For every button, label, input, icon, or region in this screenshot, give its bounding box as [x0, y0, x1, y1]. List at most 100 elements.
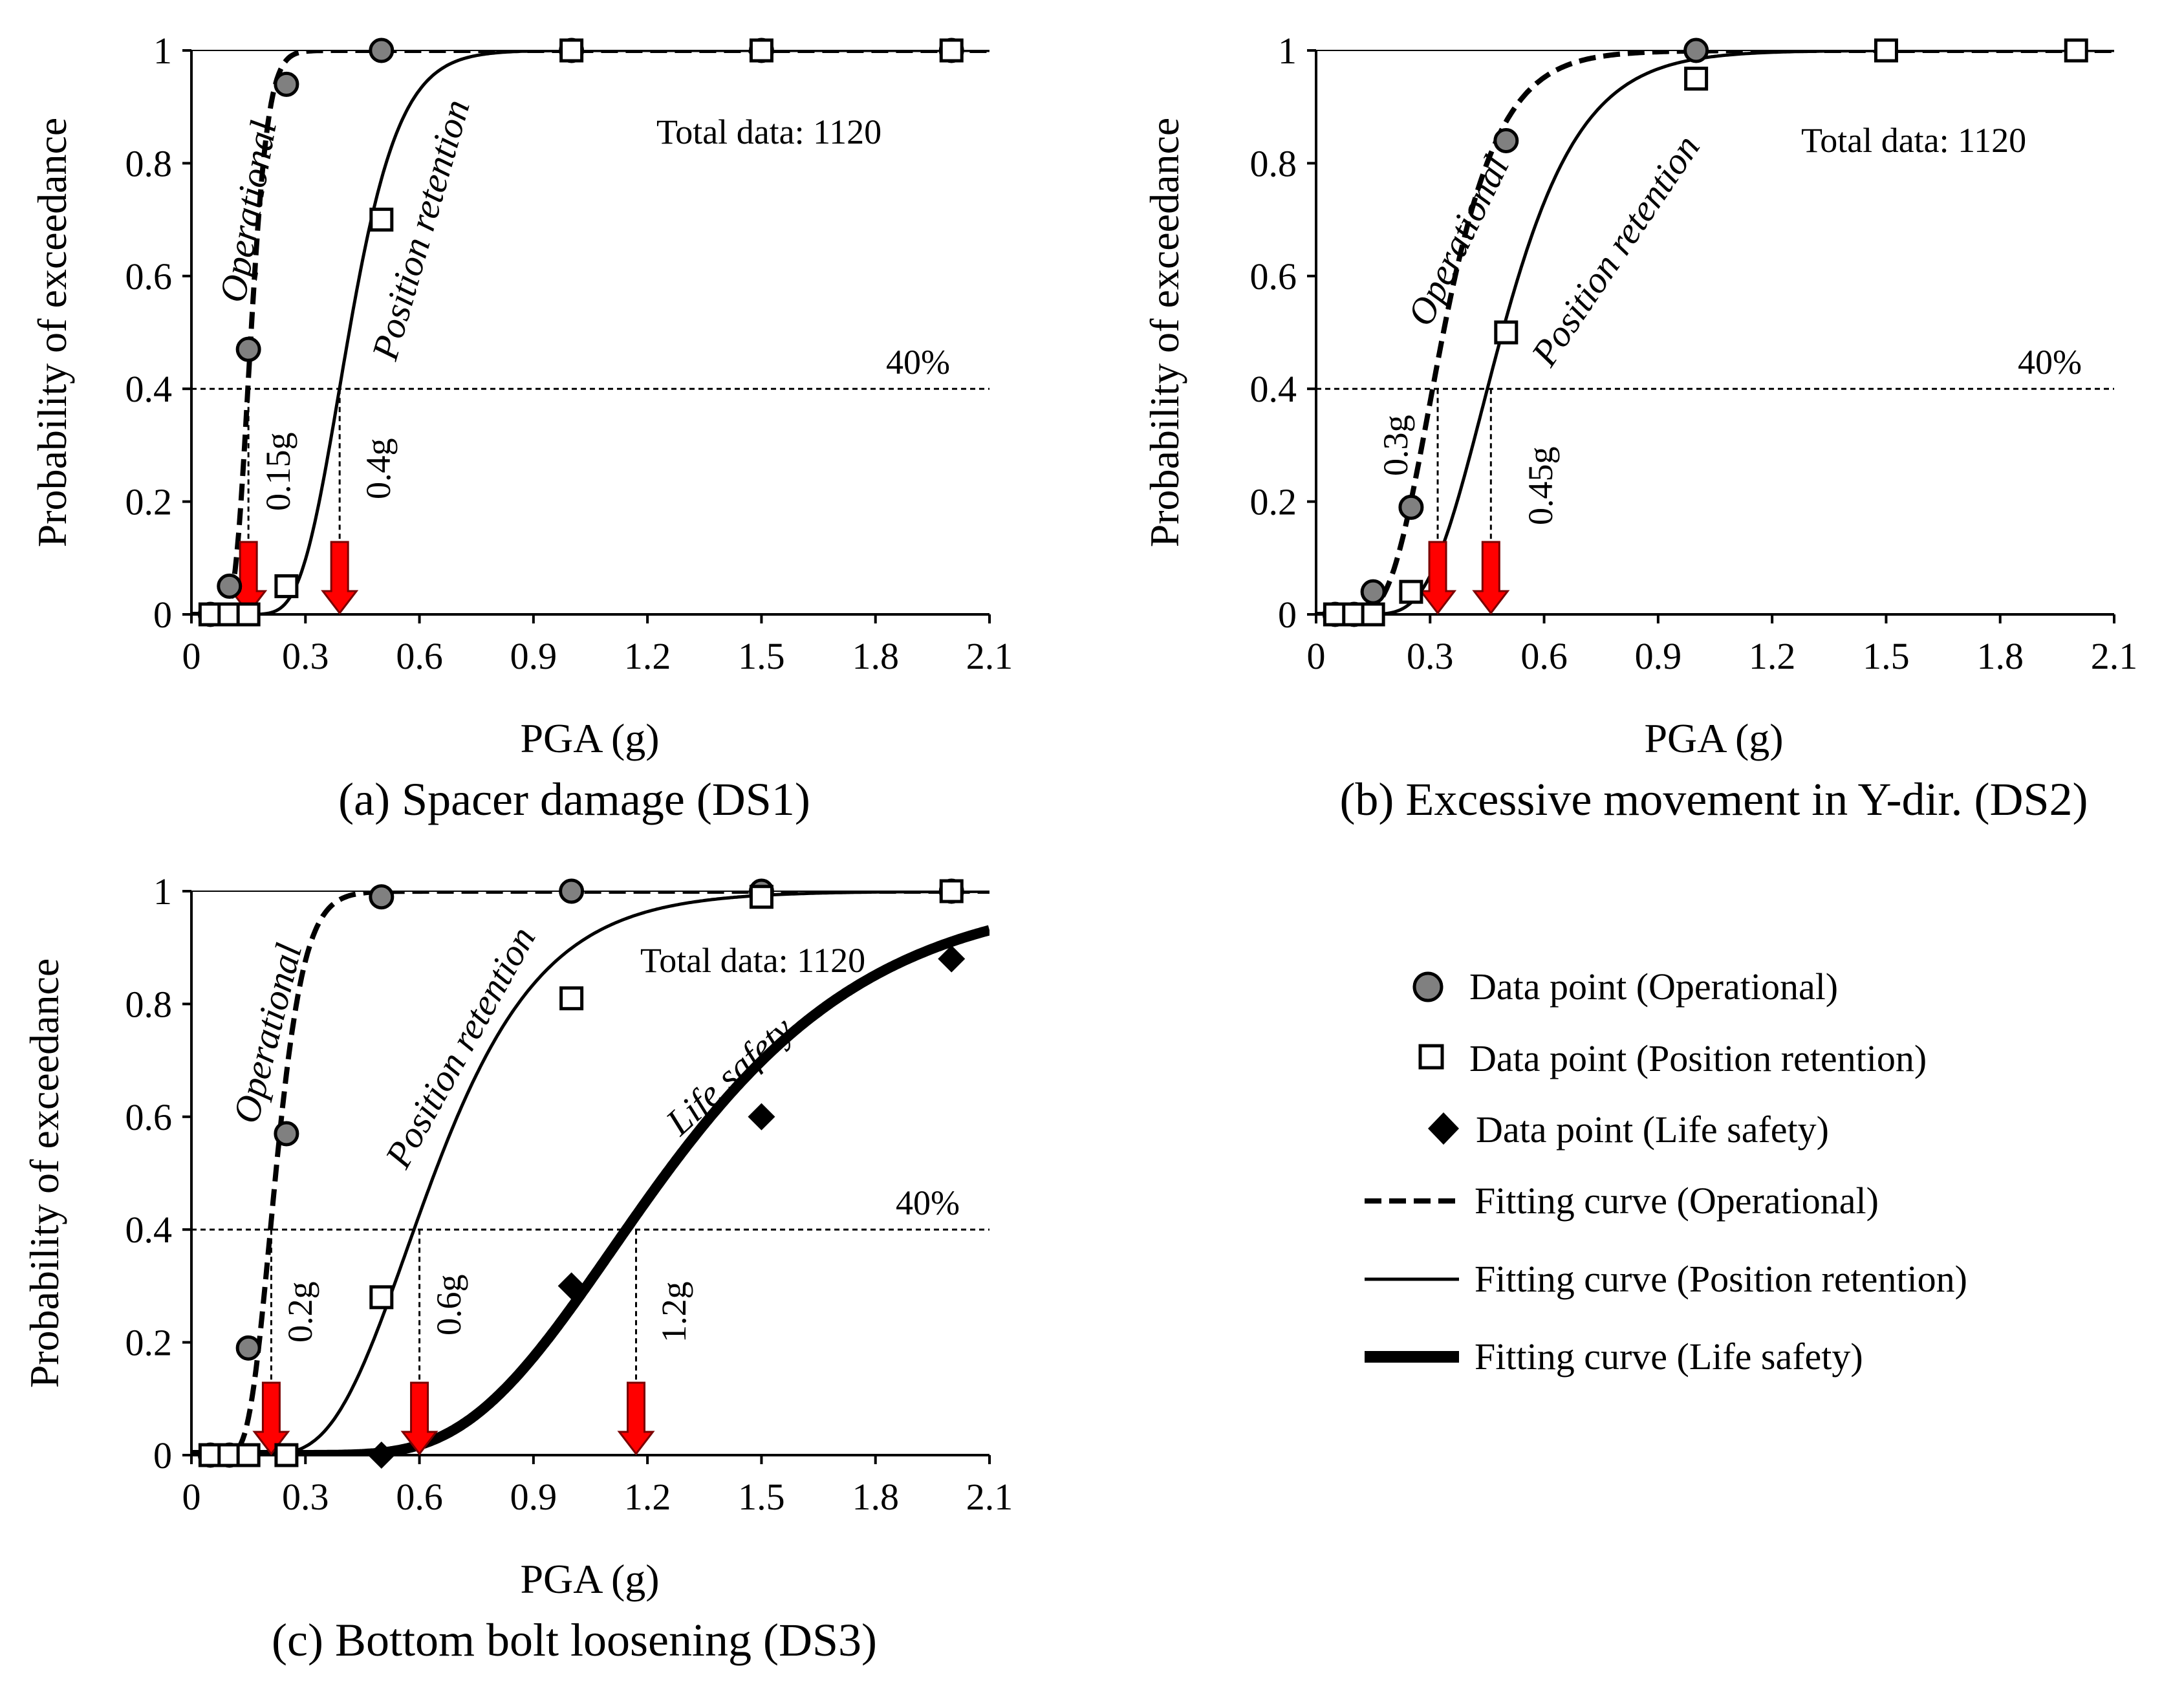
data-point-position-retention: [749, 38, 773, 63]
chart-panel-c: Probability of exceedance PGA (g) (c) Bo…: [21, 920, 960, 1666]
chart-1-marks: 0 0.2 0.4 0.6 0.8 1 0 0.3 0.6 0.9 1.2 1.5 1.8 2.1: [125, 30, 1013, 677]
data-point-position-retention: [1684, 67, 1709, 91]
fit-curve-pr: [191, 891, 989, 1455]
curve-label-operational: Operational: [1399, 149, 1517, 332]
data-point-position-retention: [1494, 320, 1519, 345]
x-tick-label: 1.5: [1863, 635, 1910, 677]
chart-marks: 0 0.2 0.4 0.6 0.8 1 0 0.3 0.6 0.9 1.2 1.5 1.8 2.1 0 0.2…: [125, 30, 2138, 1518]
x-tick-label: 0.6: [1520, 635, 1568, 677]
x-axis-label: PGA (g): [520, 1556, 659, 1602]
x-tick-label: 0.3: [282, 1476, 329, 1518]
y-tick-label: 0.2: [125, 481, 173, 523]
median-label-position-retention: 0.6g: [429, 1275, 468, 1336]
data-point-operational: [369, 884, 395, 910]
x-tick-label: 0: [182, 635, 201, 677]
data-point-position-retention: [274, 574, 299, 598]
median-arrow: [252, 1381, 290, 1456]
threshold-label: 40%: [896, 1184, 960, 1222]
data-point-operational: [274, 71, 299, 97]
y-tick-label: 1: [1278, 30, 1297, 72]
chart-caption: (a) Spacer damage (DS1): [338, 773, 810, 825]
y-tick-label: 1: [153, 870, 172, 913]
data-point-position-retention: [1874, 38, 1898, 63]
chart-3-marks: 0 0.2 0.4 0.6 0.8 1 0 0.3 0.6 0.9 1.2 1.5 1.8 2.1: [125, 870, 1013, 1518]
x-axis-label: PGA (g): [520, 715, 659, 761]
x-tick-label: 0.9: [510, 635, 557, 677]
y-axis-label: Probability of exceedance: [1141, 118, 1187, 548]
data-point-life-safety: [748, 1103, 775, 1130]
data-point-operational: [235, 1335, 261, 1361]
fit-curve-ls: [191, 925, 989, 1455]
fit-curves: [191, 891, 989, 1455]
legend-label: Data point (Position retention): [1469, 1037, 1927, 1079]
legend-label: Data point (Life safety): [1476, 1108, 1829, 1151]
fit-curves: [191, 50, 989, 614]
data-point-position-retention: [236, 1443, 261, 1467]
median-arrow: [400, 1381, 438, 1456]
x-axis-label: PGA (g): [1644, 715, 1783, 761]
y-tick-label: 0.8: [125, 142, 173, 184]
data-point-position-retention: [939, 879, 964, 903]
chart-panel-b: Probability of exceedance PGA (g) (b) Ex…: [1141, 118, 2088, 825]
total-data-label: Total data: 1120: [1801, 121, 2026, 160]
curve-label-operational: Operational: [225, 939, 310, 1127]
y-tick-label: 1: [153, 30, 172, 72]
median-label-operational: 0.15g: [259, 433, 297, 512]
data-point-position-retention: [2064, 38, 2088, 63]
curve-label-position-retention: Position retention: [376, 920, 544, 1175]
y-tick-label: 0: [1278, 594, 1297, 636]
legend-label: Data point (Operational): [1469, 966, 1838, 1008]
median-label-position-retention: 0.4g: [359, 438, 398, 500]
data-point-operational: [1493, 128, 1519, 154]
x-tick-label: 1.2: [624, 635, 671, 677]
median-label-operational: 0.3g: [1376, 415, 1415, 477]
data-point-position-retention: [1361, 602, 1385, 627]
y-tick-label: 0.4: [1250, 368, 1297, 410]
total-data-label: Total data: 1120: [640, 941, 865, 980]
y-tick-label: 0.6: [125, 1096, 173, 1138]
data-point-position-retention: [369, 1285, 394, 1310]
fit-curve-op: [191, 891, 989, 1455]
total-data-label: Total data: 1120: [656, 113, 881, 151]
y-axis-label: Probability of exceedance: [21, 958, 67, 1389]
y-tick-label: 0.2: [1250, 481, 1297, 523]
y-tick-label: 0: [153, 1434, 172, 1476]
data-point-position-retention: [217, 602, 242, 627]
y-tick-label: 0.4: [125, 1209, 173, 1251]
x-tick-label: 1.2: [624, 1476, 671, 1518]
median-arrow: [617, 1381, 655, 1456]
y-tick-label: 0.4: [125, 368, 173, 410]
legend-marker-operational: [1412, 971, 1443, 1002]
y-tick-label: 0: [153, 594, 172, 636]
x-tick-label: 0: [182, 1476, 201, 1518]
data-point-operational: [235, 336, 261, 362]
x-tick-label: 1.8: [852, 635, 899, 677]
x-tick-label: 0: [1307, 635, 1326, 677]
y-tick-label: 0.6: [125, 255, 173, 297]
x-tick-label: 0.3: [282, 635, 329, 677]
curve-label-position-retention: Position retention: [1522, 127, 1708, 374]
data-point-position-retention: [198, 602, 222, 627]
data-point-life-safety: [938, 945, 966, 973]
data-point-position-retention: [274, 1443, 299, 1467]
curve-label-life-safety: Life safety: [657, 1008, 801, 1144]
legend-marker-position-retention: [1418, 1044, 1444, 1070]
y-axis-label: Probability of exceedance: [29, 118, 75, 548]
data-point-operational: [1683, 38, 1709, 63]
y-tick-label: 0.6: [1250, 255, 1297, 297]
chart-caption: (c) Bottom bolt loosening (DS3): [272, 1614, 877, 1666]
x-tick-label: 1.8: [1976, 635, 2024, 677]
data-point-operational: [1360, 579, 1386, 605]
data-point-position-retention: [559, 986, 584, 1011]
data-point-life-safety: [367, 1442, 395, 1469]
data-point-operational: [1398, 494, 1424, 520]
chart-caption: (b) Excessive movement in Y-dir. (DS2): [1339, 773, 2088, 825]
x-tick-label: 1.5: [738, 1476, 785, 1518]
y-tick-label: 0.8: [125, 983, 173, 1025]
curve-label-operational: Operational: [211, 118, 285, 306]
legend-label: Fitting curve (Operational): [1475, 1180, 1879, 1222]
data-point-position-retention: [749, 885, 773, 909]
legend: Data point (Operational) Data point (Pos…: [1365, 966, 1967, 1378]
fit-curve-pr: [1316, 50, 2114, 614]
